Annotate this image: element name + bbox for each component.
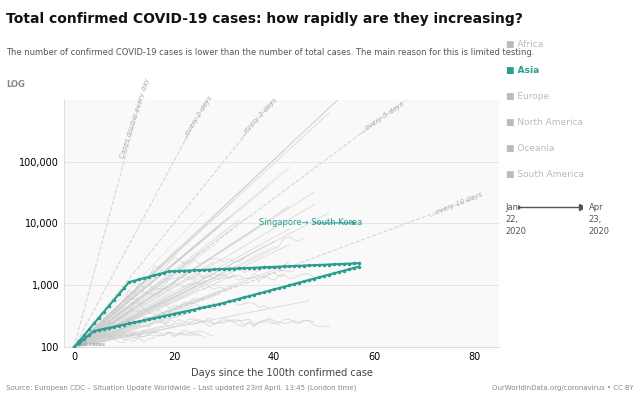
Text: ...every 10 days: ...every 10 days <box>429 192 484 218</box>
Text: OurWorldInData.org/coronavirus • CC BY: OurWorldInData.org/coronavirus • CC BY <box>492 385 634 391</box>
Text: ■ Africa: ■ Africa <box>506 40 543 49</box>
Text: ...every 2 days: ...every 2 days <box>180 95 213 142</box>
Text: ...every 3 days: ...every 3 days <box>239 97 278 139</box>
Text: 2020: 2020 <box>506 227 527 237</box>
Text: Singapore→ South Korea: Singapore→ South Korea <box>259 218 362 227</box>
Text: ■ South America: ■ South America <box>506 170 584 179</box>
Text: Jan: Jan <box>506 203 518 213</box>
Text: ■ Asia: ■ Asia <box>506 66 539 75</box>
Text: ...every 5 days: ...every 5 days <box>358 101 404 135</box>
Text: 22,: 22, <box>506 215 519 225</box>
Text: Apr: Apr <box>589 203 604 213</box>
Text: Source: European CDC – Situation Update Worldwide – Last updated 23rd April. 13:: Source: European CDC – Situation Update … <box>6 385 356 391</box>
Text: 2020: 2020 <box>589 227 610 237</box>
Text: Our World: Our World <box>557 18 605 26</box>
Text: in Data: in Data <box>564 32 598 40</box>
Text: Total confirmed COVID-19 cases: how rapidly are they increasing?: Total confirmed COVID-19 cases: how rapi… <box>6 12 524 26</box>
Text: LOG: LOG <box>6 80 25 89</box>
Text: Cases double every day: Cases double every day <box>120 77 151 159</box>
Text: The number of confirmed COVID-19 cases is lower than the number of total cases. : The number of confirmed COVID-19 cases i… <box>6 48 535 57</box>
Text: 100 cases: 100 cases <box>77 342 104 347</box>
Text: ■ Europe: ■ Europe <box>506 92 548 101</box>
Text: 23,: 23, <box>589 215 602 225</box>
X-axis label: Days since the 100th confirmed case: Days since the 100th confirmed case <box>191 367 372 377</box>
Text: ■ Oceania: ■ Oceania <box>506 144 554 153</box>
Text: ■ North America: ■ North America <box>506 118 582 127</box>
